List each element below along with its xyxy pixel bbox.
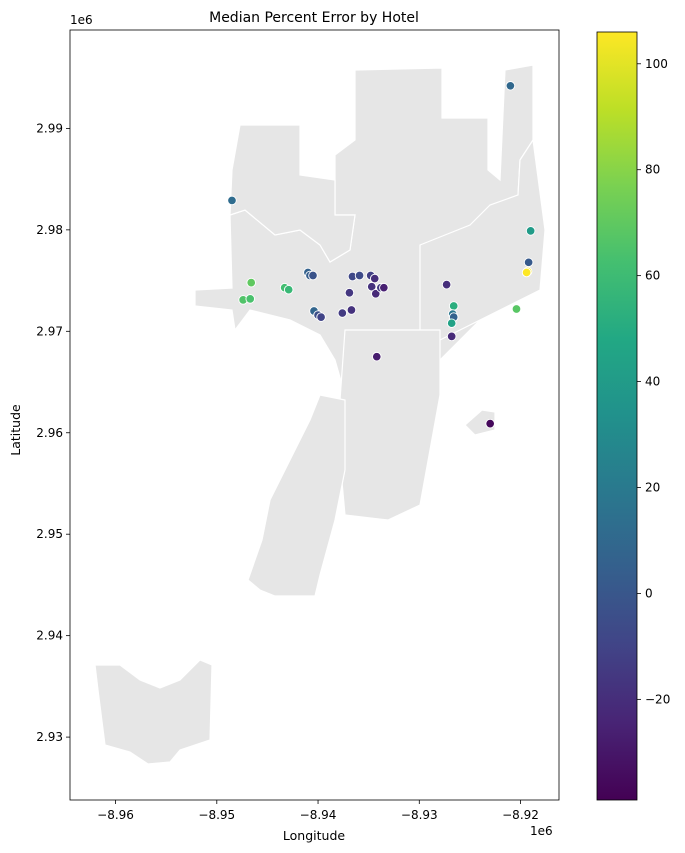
- colorbar-tick-label: 0: [645, 586, 653, 600]
- plot-frame: [69, 29, 560, 801]
- colorbar-tick-label: −20: [645, 692, 670, 706]
- hotel-point: [372, 351, 382, 362]
- x-tick-label: −8.92: [502, 808, 539, 822]
- y-tick-label: 2.96: [36, 426, 63, 440]
- y-tick-label: 2.97: [36, 324, 63, 338]
- hotel-point: [441, 279, 452, 290]
- hotel-point: [371, 289, 381, 299]
- colorbar-tick-label: 20: [645, 481, 660, 495]
- plot-axes: −8.96 −8.95 −8.94 −8.93 −8.92 2.93 2.94 2.95 2.9…: [36, 29, 560, 822]
- basemap: [94, 64, 546, 765]
- hotel-point: [485, 418, 495, 429]
- y-axis-label: Latitude: [8, 404, 23, 456]
- y-tick-label: 2.93: [36, 730, 63, 744]
- y-tick-label: 2.98: [36, 223, 63, 237]
- basemap-southwest: [94, 659, 213, 765]
- colorbar-tick-label: 60: [645, 269, 660, 283]
- colorbar-tick-label: 100: [645, 57, 668, 71]
- hotel-point: [245, 294, 255, 304]
- scatter-points: [227, 81, 536, 429]
- y-tick-label: 2.94: [36, 629, 63, 643]
- hotel-point: [366, 281, 377, 292]
- hotel-point: [511, 304, 522, 314]
- hotel-point: [505, 81, 516, 91]
- hotel-point: [344, 288, 355, 298]
- hotel-point: [525, 226, 536, 236]
- hotel-point: [346, 305, 357, 315]
- x-tick-label: −8.95: [198, 808, 235, 822]
- hotel-point: [523, 257, 534, 268]
- hotel-point: [521, 267, 532, 278]
- hotel-point: [446, 331, 457, 342]
- x-tick-label: −8.93: [401, 808, 438, 822]
- hotel-point: [316, 312, 326, 322]
- basemap-city: [229, 124, 356, 263]
- basemap-south: [247, 394, 346, 597]
- x-axis-label: Longitude: [283, 828, 345, 843]
- x-tick-label: −8.94: [300, 808, 337, 822]
- chart-title: Median Percent Error by Hotel: [209, 10, 419, 26]
- colorbar: −20 0 20 40 60 80 100: [596, 31, 670, 801]
- hotel-point: [246, 277, 256, 288]
- colorbar-gradient: [596, 31, 638, 801]
- x-tick-label: −8.96: [97, 808, 134, 822]
- hotel-point: [227, 195, 237, 206]
- x-offset-label: 1e6: [530, 824, 553, 838]
- hotel-point: [283, 284, 294, 295]
- hotel-point: [379, 282, 389, 293]
- basemap-island: [464, 409, 496, 436]
- hotel-point: [354, 270, 365, 281]
- hotel-point: [448, 301, 459, 311]
- colorbar-ticks: −20 0 20 40 60 80 100: [637, 57, 670, 706]
- hotel-point: [446, 318, 457, 328]
- y-tick-label: 2.95: [36, 527, 63, 541]
- colorbar-tick-label: 80: [645, 163, 660, 177]
- basemap-central: [339, 329, 441, 521]
- colorbar-tick-label: 40: [645, 375, 660, 389]
- hotel-point: [308, 270, 318, 281]
- hotel-point: [337, 308, 348, 318]
- y-offset-label: 1e6: [70, 13, 93, 27]
- y-tick-label: 2.99: [36, 121, 63, 135]
- hotel-point: [369, 273, 380, 284]
